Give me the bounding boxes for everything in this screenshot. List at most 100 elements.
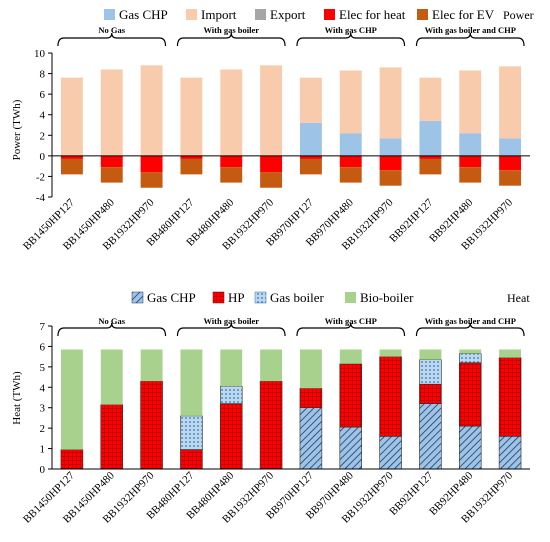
power-bar-import-1	[60, 77, 83, 156]
heat-bar-hp-10	[419, 383, 442, 404]
heat-bar-gas-boiler-5	[219, 385, 243, 404]
heat-bar-gas-chp-9	[379, 436, 402, 470]
power-bar-import-4	[180, 77, 203, 156]
heat-bar-bio-boiler-6	[260, 349, 283, 382]
power-bar-gas-chp-8	[339, 133, 362, 156]
legend-label-gas-chp-heat: Gas CHP	[147, 290, 196, 305]
power-bar-elec-for-heat-12	[499, 155, 522, 171]
legend-swatch-gas-chp	[104, 9, 115, 20]
heat-bar-hp-1	[60, 449, 84, 470]
power-bar-import-5	[220, 69, 243, 156]
heat-bar-hp-6	[259, 380, 283, 470]
power-group-brace-4	[415, 32, 525, 47]
legend-swatch-gas-chp-heat	[131, 291, 144, 304]
heat-y-tick-label: 5	[40, 362, 46, 374]
heat-bar-gas-chp-10	[419, 403, 442, 470]
heat-group-brace-2	[176, 322, 286, 337]
power-group-brace-3	[296, 32, 406, 47]
power-group-brace-1	[57, 32, 167, 47]
heat-bar-hp-9	[379, 356, 402, 437]
power-bar-gas-chp-9	[379, 138, 402, 156]
power-bar-gas-chp-11	[459, 133, 482, 156]
power-bar-elec-for-heat-8	[339, 155, 362, 168]
heat-bar-gas-boiler-4	[180, 415, 203, 450]
heat-plot-area: 01234567BB1450HP127BB1450HP480BB1932HP97…	[21, 316, 530, 526]
power-bar-elec-for-ev-10	[419, 158, 442, 175]
heat-group-brace-3	[296, 322, 406, 337]
power-bar-elec-for-heat-3	[140, 155, 163, 173]
legend-label-export: Export	[270, 7, 306, 22]
power-bar-elec-for-ev-5	[220, 167, 243, 183]
power-bar-elec-for-ev-4	[180, 158, 203, 175]
legend-swatch-gas-boiler	[254, 291, 267, 304]
heat-y-tick-label: 0	[40, 464, 46, 476]
power-group-label-4: With gas boiler and CHP	[425, 25, 516, 35]
legend-swatch-elec-for-heat	[324, 9, 335, 20]
power-bar-import-6	[260, 65, 283, 156]
heat-y-tick-label: 7	[40, 321, 46, 333]
power-bar-elec-for-ev-8	[339, 167, 362, 183]
heat-bar-bio-boiler-1	[60, 349, 83, 450]
heat-group-label-1: No Gas	[98, 316, 125, 326]
power-bar-elec-for-ev-6	[260, 172, 283, 188]
heat-bar-bio-boiler-5	[220, 349, 243, 387]
legend-swatch-hp	[212, 291, 225, 304]
power-bar-elec-for-heat-6	[260, 155, 283, 173]
heat-group-label-2: With gas boiler	[203, 316, 259, 326]
power-bar-elec-for-heat-1	[60, 155, 83, 159]
power-bar-import-10	[419, 77, 442, 121]
power-group-label-1: No Gas	[98, 25, 125, 35]
heat-corner-label: Heat	[507, 291, 530, 305]
power-group-brace-2	[176, 32, 286, 47]
heat-bar-gas-chp-11	[458, 425, 482, 470]
heat-bar-hp-3	[140, 380, 163, 470]
heat-y-tick-label: 6	[40, 341, 46, 353]
power-bar-elec-for-ev-9	[379, 170, 402, 186]
power-y-tick-label: 4	[40, 110, 46, 122]
power-bar-gas-chp-12	[499, 138, 522, 156]
heat-bar-hp-12	[498, 357, 522, 437]
power-bar-elec-for-ev-12	[499, 170, 522, 186]
power-bar-elec-for-heat-4	[180, 155, 203, 159]
heat-bar-hp-7	[299, 388, 323, 409]
legend-label-gas-chp: Gas CHP	[119, 7, 168, 22]
heat-bar-hp-4	[180, 449, 203, 470]
power-bar-elec-for-heat-5	[220, 155, 243, 168]
heat-bar-gas-chp-12	[498, 436, 522, 470]
heat-bar-gas-boiler-10	[419, 359, 442, 385]
legend-label-gas-boiler: Gas boiler	[270, 290, 324, 305]
legend-label-elec-for-heat: Elec for heat	[339, 7, 406, 22]
legend-swatch-export	[255, 9, 266, 20]
power-bar-elec-for-heat-11	[459, 155, 482, 168]
heat-group-label-4: With gas boiler and CHP	[425, 316, 516, 326]
heat-bar-bio-boiler-2	[100, 349, 123, 405]
power-y-tick-label: 2	[40, 130, 46, 142]
power-bar-import-12	[499, 66, 522, 139]
heat-bar-bio-boiler-9	[379, 349, 402, 357]
heat-bar-bio-boiler-11	[459, 349, 482, 354]
power-bar-elec-for-ev-7	[299, 158, 322, 175]
heat-bar-hp-5	[219, 403, 243, 470]
power-group-label-3: With gas CHP	[325, 25, 377, 35]
power-y-tick-label: -2	[36, 171, 45, 183]
power-bar-gas-chp-10	[419, 120, 442, 156]
legend-swatch-elec-for-ev	[417, 9, 428, 20]
heat-bar-gas-chp-8	[339, 426, 363, 470]
power-bar-import-3	[140, 65, 163, 156]
power-bar-gas-chp-7	[299, 122, 322, 156]
heat-group-label-3: With gas CHP	[325, 316, 377, 326]
heat-bar-bio-boiler-8	[339, 349, 362, 364]
legend-swatch-import	[186, 9, 197, 20]
power-plot-area: -4-20246810BB1450HP127BB1450HP480BB1932H…	[21, 25, 530, 253]
heat-y-tick-label: 2	[40, 423, 46, 435]
power-group-label-2: With gas boiler	[203, 25, 259, 35]
power-legend: Gas CHP Import Export Elec for heat Elec…	[104, 7, 495, 22]
power-bar-elec-for-heat-2	[100, 155, 123, 168]
power-chart: Gas CHP Import Export Elec for heat Elec…	[11, 7, 534, 253]
heat-bar-bio-boiler-12	[499, 349, 522, 358]
legend-swatch-bio-boiler	[345, 292, 356, 303]
heat-bar-hp-8	[339, 363, 363, 428]
heat-group-brace-1	[57, 322, 167, 337]
power-bar-import-8	[339, 70, 362, 134]
